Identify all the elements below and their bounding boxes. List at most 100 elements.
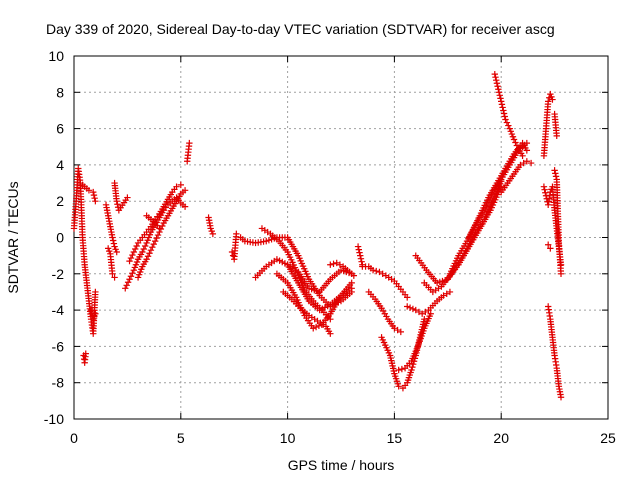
data-point: [312, 323, 320, 331]
data-point: [512, 139, 519, 146]
data-point: [124, 279, 132, 286]
y-tick-label: -4: [52, 302, 65, 318]
data-point: [409, 360, 417, 368]
data-point: [122, 285, 129, 292]
data-point: [500, 110, 508, 117]
y-axis: -10 -8 -6 -4 -2 0 2 4 6 8 10: [44, 48, 608, 427]
data-point: [503, 119, 511, 126]
y-tick-label: 2: [56, 193, 64, 209]
data-point: [500, 107, 507, 114]
data-point: [409, 305, 417, 313]
data-point: [552, 173, 560, 180]
data-point: [153, 234, 160, 242]
data-point: [549, 96, 556, 103]
data-point: [113, 198, 120, 205]
data-point: [422, 308, 429, 316]
data-point: [109, 237, 117, 244]
data-point: [181, 203, 189, 210]
data-point: [412, 306, 419, 314]
data-point: [140, 245, 147, 253]
data-point: [379, 270, 386, 277]
data-point: [173, 183, 180, 190]
data-point: [87, 306, 95, 314]
data-point: [409, 363, 416, 371]
data-point: [493, 77, 500, 84]
data-point: [91, 194, 98, 202]
data-point: [446, 288, 454, 296]
data-point: [397, 328, 405, 336]
data-point: [499, 104, 506, 111]
data-point: [520, 159, 527, 167]
data-point: [356, 249, 363, 256]
x-tick-label: 10: [280, 430, 296, 446]
grid-lines: [74, 56, 608, 419]
data-point: [133, 242, 140, 250]
data-point: [492, 73, 499, 81]
data-point: [404, 303, 411, 310]
data-point: [310, 325, 317, 332]
data-point: [327, 330, 334, 337]
data-point: [501, 113, 508, 120]
data-point: [523, 147, 531, 154]
data-point: [398, 365, 406, 373]
data-point: [156, 225, 163, 232]
y-tick-label: 6: [56, 121, 64, 137]
data-point: [376, 268, 383, 276]
data-point: [493, 80, 501, 87]
data-point: [523, 158, 531, 165]
data-point: [90, 188, 97, 196]
data-point: [123, 282, 130, 289]
data-point: [355, 246, 362, 253]
y-tick-label: -6: [52, 338, 65, 354]
x-axis-label: GPS time / hours: [288, 457, 395, 473]
data-points: [70, 70, 565, 401]
data-point: [209, 230, 217, 238]
data-point: [92, 288, 99, 296]
data-point: [327, 315, 334, 323]
data-point: [527, 159, 535, 167]
data-point: [443, 290, 450, 297]
data-point: [406, 304, 414, 311]
data-point: [130, 248, 138, 256]
data-point: [92, 198, 99, 205]
data-point: [127, 254, 135, 262]
data-point: [498, 101, 506, 108]
data-point: [541, 186, 548, 193]
x-tick-label: 15: [387, 430, 403, 446]
data-point: [127, 273, 135, 280]
data-point: [113, 248, 120, 256]
data-point: [494, 83, 501, 90]
data-point: [126, 257, 133, 265]
data-point: [354, 243, 362, 250]
data-point: [151, 237, 159, 245]
data-point: [157, 225, 165, 233]
data-point: [114, 201, 121, 208]
data-point: [557, 394, 565, 401]
data-point: [557, 270, 565, 277]
data-point: [395, 383, 402, 390]
y-axis-label: SDTVAR / TECUs: [5, 181, 21, 293]
data-point: [348, 285, 355, 292]
data-point: [357, 252, 364, 259]
data-point: [129, 251, 136, 259]
data-point: [82, 350, 89, 357]
data-point: [147, 247, 155, 254]
chart-title: Day 339 of 2020, Sidereal Day-to-day VTE…: [46, 21, 555, 37]
data-point: [348, 279, 355, 287]
data-point: [177, 181, 184, 189]
data-point: [186, 139, 193, 147]
data-point: [497, 95, 504, 102]
y-tick-label: 0: [56, 230, 64, 246]
data-point: [495, 89, 503, 96]
data-point: [330, 260, 337, 268]
data-point: [126, 276, 133, 283]
data-point: [395, 366, 402, 374]
data-point: [129, 269, 136, 277]
data-point: [150, 240, 157, 248]
data-point: [109, 270, 116, 277]
x-tick-label: 25: [600, 430, 616, 446]
data-point: [547, 245, 554, 252]
data-point: [357, 255, 365, 262]
data-point: [404, 294, 411, 301]
